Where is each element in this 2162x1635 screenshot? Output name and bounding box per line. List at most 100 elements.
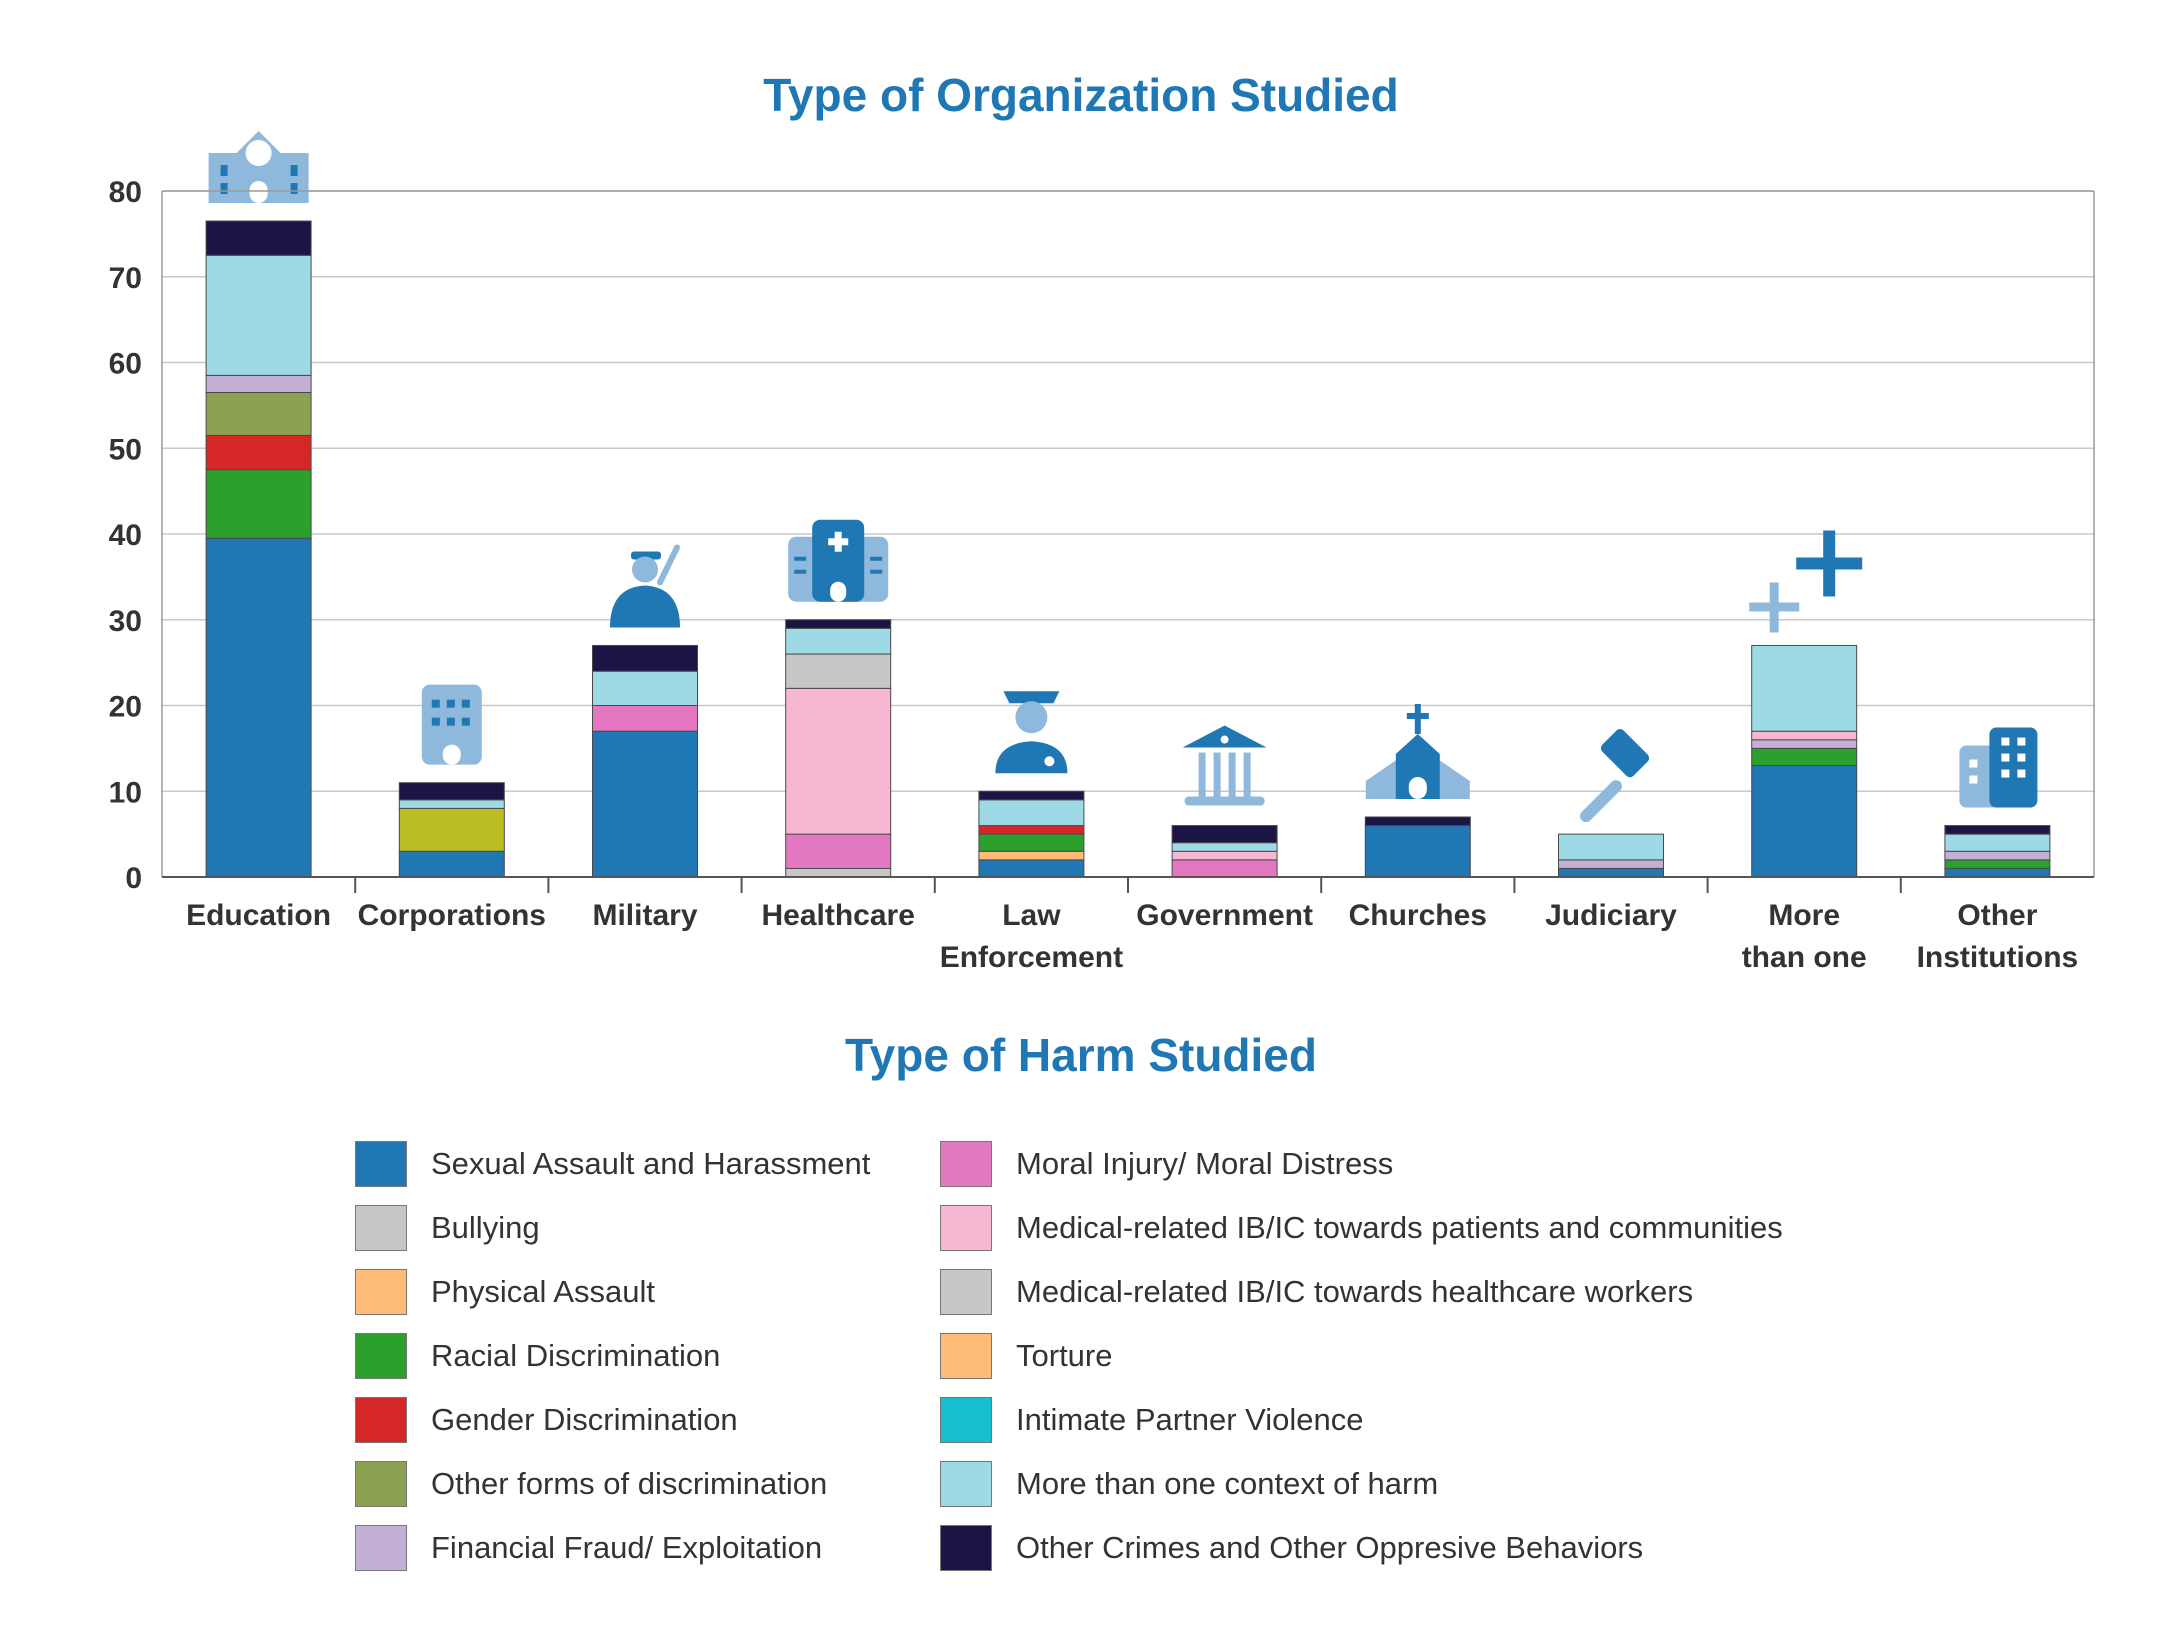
bar-segment — [978, 850, 1085, 861]
bar-segment — [785, 867, 892, 878]
institution-buildings-icon — [1959, 727, 2038, 808]
bar-segment — [205, 374, 312, 394]
legend: Sexual Assault and Harassment Bullying Phy… — [0, 1140, 2162, 1620]
legend-swatch — [940, 1397, 992, 1443]
legend-label: Gender Discrimination — [431, 1402, 738, 1437]
x-tick-label: Education — [186, 899, 331, 932]
legend-swatch — [940, 1141, 992, 1187]
x-tick-label: Other Institutions — [1917, 899, 2079, 974]
legend-item: Financial Fraud/ Exploitation — [355, 1524, 822, 1572]
legend-label: Moral Injury/ Moral Distress — [1016, 1146, 1394, 1181]
y-tick-label: 60 — [109, 348, 142, 381]
school-building-icon — [208, 131, 309, 204]
legend-item: Intimate Partner Violence — [940, 1396, 1364, 1444]
bar-segment — [1558, 859, 1664, 869]
bar-segment — [785, 687, 892, 835]
bar-segment — [205, 434, 312, 471]
x-tick-label: Healthcare — [761, 899, 914, 932]
bar-segment — [978, 790, 1085, 801]
bar-segment — [398, 807, 505, 852]
legend-item: Other Crimes and Other Oppresive Behavio… — [940, 1524, 1643, 1572]
legend-label: Other Crimes and Other Oppresive Behavio… — [1016, 1530, 1644, 1565]
bar-segment — [1944, 859, 2051, 869]
legend-label: Medical-related IB/IC towards patients a… — [1016, 1210, 1783, 1245]
bar-segment — [1171, 859, 1278, 878]
legend-item: Moral Injury/ Moral Distress — [940, 1140, 1393, 1188]
office-building-icon — [421, 684, 482, 765]
bar-segment — [1558, 867, 1664, 878]
legend-swatch — [355, 1205, 407, 1251]
police-officer-icon — [995, 691, 1068, 774]
bar-segment — [1751, 765, 1858, 878]
axis-layer: 0 10 20 30 40 50 60 70 80 Education Corporations Mi… — [109, 176, 2095, 974]
bar-segment — [398, 850, 505, 878]
legend-label: Medical-related IB/IC towards healthcare… — [1016, 1274, 1694, 1309]
bar-segment — [205, 537, 312, 878]
bar-segment — [785, 653, 892, 689]
chart-title: Type of Organization Studied — [763, 69, 1399, 121]
legend-swatch — [355, 1269, 407, 1315]
bar-segment — [785, 833, 892, 869]
bar-segment — [978, 825, 1085, 835]
bar-segment — [1944, 850, 2051, 861]
y-tick-label: 50 — [109, 433, 142, 466]
gavel-icon — [1580, 729, 1650, 823]
x-tick-label: Military — [592, 899, 697, 932]
bar-segment — [1364, 825, 1471, 878]
bar-segment — [1751, 739, 1858, 749]
legend-item: Racial Discrimination — [355, 1332, 720, 1380]
legend-label: Financial Fraud/ Exploitation — [431, 1530, 823, 1565]
plus-signs-icon — [1749, 530, 1863, 633]
bar-segment — [978, 799, 1085, 827]
legend-item: Physical Assault — [355, 1268, 655, 1316]
bar-segment — [592, 644, 698, 672]
bar-segment — [1171, 850, 1278, 861]
chart-canvas: 0 10 20 30 40 50 60 70 80 Education Corporations Mi… — [109, 131, 2095, 974]
legend-item: Other forms of discrimination — [355, 1460, 827, 1508]
y-tick-label: 30 — [109, 605, 142, 638]
x-tick-label: Law Enforcement — [940, 899, 1123, 974]
legend-swatch — [940, 1525, 992, 1571]
bar-segment — [1944, 833, 2051, 852]
legend-label: Other forms of discrimination — [431, 1466, 828, 1501]
bars-layer — [205, 220, 2051, 878]
legend-item: Torture — [940, 1332, 1112, 1380]
icons-layer — [208, 131, 2038, 823]
legend-swatch — [940, 1333, 992, 1379]
x-tick-label: Churches — [1349, 899, 1487, 932]
legend-swatch — [355, 1525, 407, 1571]
government-building-icon — [1182, 725, 1267, 806]
y-tick-label: 40 — [109, 519, 142, 552]
bar-segment — [592, 670, 698, 707]
bar-segment — [592, 730, 698, 878]
bar-segment — [1751, 644, 1858, 732]
bar-segment — [592, 705, 698, 732]
legend-label: Intimate Partner Violence — [1016, 1402, 1364, 1437]
legend-label: Bullying — [431, 1210, 540, 1245]
soldier-icon — [610, 544, 680, 628]
y-tick-label: 70 — [109, 262, 142, 295]
bar-segment — [205, 254, 312, 376]
bar-segment — [398, 782, 505, 801]
x-tick-label: Government — [1136, 899, 1313, 932]
bar-segment — [1171, 842, 1278, 852]
legend-item: Medical-related IB/IC towards healthcare… — [940, 1268, 1693, 1316]
legend-swatch — [355, 1461, 407, 1507]
bar-segment — [398, 799, 505, 809]
bar-segment — [1171, 825, 1278, 844]
legend-swatch — [940, 1205, 992, 1251]
y-tick-label: 80 — [109, 176, 142, 209]
y-tick-label: 10 — [109, 776, 142, 809]
bar-segment — [978, 833, 1085, 852]
legend-swatch — [355, 1397, 407, 1443]
legend-title: Type of Harm Studied — [845, 1029, 1317, 1081]
legend-item: More than one context of harm — [940, 1460, 1438, 1508]
bar-segment — [1751, 730, 1858, 741]
bar-segment — [205, 469, 312, 539]
legend-item: Gender Discrimination — [355, 1396, 738, 1444]
x-tick-label: More than one — [1742, 899, 1867, 974]
legend-item: Sexual Assault and Harassment — [355, 1140, 870, 1188]
bar-segment — [785, 619, 892, 629]
bar-segment — [1364, 816, 1471, 827]
hospital-icon — [788, 519, 889, 602]
